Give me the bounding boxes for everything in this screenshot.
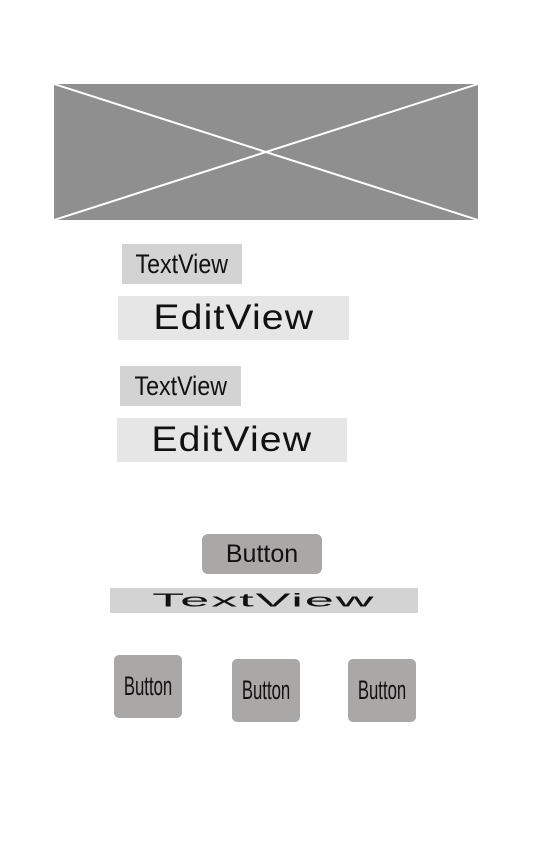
main-button[interactable]: Button [202,534,322,574]
bottom-button-right[interactable]: Button [348,659,416,722]
textview-caption: TextView [110,588,418,613]
bottom-button-left-label: Button [123,671,173,701]
textview-label-2-text: TextView [134,370,227,401]
bottom-button-left[interactable]: Button [114,655,182,718]
bottom-button-center-label: Button [241,675,291,705]
main-button-label: Button [225,539,299,568]
textview-label-1: TextView [122,244,242,284]
image-placeholder-cross-icon [54,84,478,220]
editview-input-2[interactable]: EditView [117,418,347,462]
bottom-button-center[interactable]: Button [232,659,300,722]
textview-label-2: TextView [120,366,241,406]
textview-label-1-text: TextView [135,248,229,279]
bottom-button-right-label: Button [357,675,407,705]
editview-input-2-text: EditView [151,420,313,459]
editview-input-1[interactable]: EditView [118,296,349,340]
textview-caption-text: TextView [152,589,376,611]
image-placeholder [54,84,478,220]
editview-input-1-text: EditView [153,298,314,337]
